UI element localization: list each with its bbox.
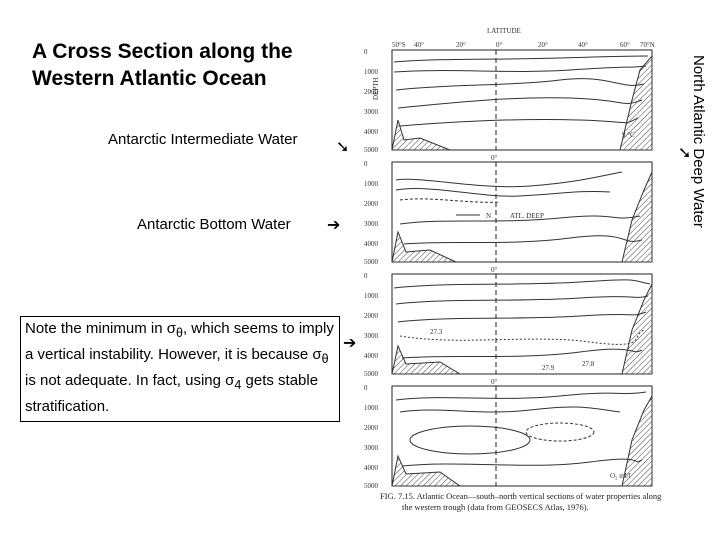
arrow-diagonal-icon: ➘	[336, 137, 350, 156]
svg-text:2000: 2000	[364, 424, 379, 432]
arrow-diagonal-icon: ➘	[678, 143, 692, 162]
note-box: Note the minimum in σθ, which seems to i…	[20, 316, 340, 422]
sigma-subscript-4: 4	[234, 378, 242, 392]
svg-text:4000: 4000	[364, 352, 379, 360]
sigma-subscript-theta: θ	[175, 326, 183, 340]
svg-text:0: 0	[364, 48, 368, 56]
arrow-right-icon: ➔	[327, 215, 341, 234]
sigma-symbol: σ	[312, 346, 322, 363]
sigma-symbol: σ	[166, 320, 176, 337]
figure-caption: FIG. 7.15. Atlantic Ocean—south–north ve…	[380, 491, 662, 501]
depth-axis-label: DEPTH	[372, 77, 380, 100]
svg-text:0: 0	[364, 272, 368, 280]
slide-title: A Cross Section along the Western Atlant…	[32, 40, 293, 90]
svg-text:0: 0	[364, 384, 368, 392]
lat-tick: 40°	[414, 41, 424, 49]
latitude-ticks: 50°S 40° 20° 0° 20° 40° 60° 70°N	[392, 41, 655, 49]
svg-text:4000: 4000	[364, 464, 379, 472]
svg-text:0°: 0°	[491, 154, 498, 162]
note-text-4: gets stable stratification.	[25, 372, 319, 415]
lat-tick: 0°	[496, 41, 503, 49]
panel-label: ATL. DEEP	[510, 212, 544, 220]
svg-text:1000: 1000	[364, 68, 379, 76]
panel-label: N	[486, 212, 491, 220]
latitude-axis-label: LATITUDE	[487, 27, 521, 35]
svg-text:1000: 1000	[364, 292, 379, 300]
cross-section-figure: LATITUDE 50°S 40° 20° 0° 20° 40° 60° 70°…	[364, 27, 662, 512]
svg-text:3000: 3000	[364, 444, 379, 452]
lat-tick: 60°	[620, 41, 630, 49]
lat-tick: 20°	[456, 41, 466, 49]
svg-text:0: 0	[364, 160, 368, 168]
lat-tick: 20°	[538, 41, 548, 49]
svg-text:3000: 3000	[364, 108, 379, 116]
panel-oxygen: 0 1000 2000 3000 4000 5000 0° O₂ ml/l	[364, 378, 653, 490]
panel-salinity: 0 1000 2000 3000 4000 5000 0° N ATL. DEE…	[364, 154, 653, 266]
panel-label: 27.3	[430, 328, 443, 336]
svg-text:0°: 0°	[491, 266, 498, 274]
note-text-2: , which seems to imply a vertical instab…	[25, 320, 334, 363]
label-antarctic-bottom-water: Antarctic Bottom Water	[137, 216, 291, 233]
svg-text:2000: 2000	[364, 200, 379, 208]
panel-temperature: DEPTH 0 1000 2000 3000 4000 5000 9 °C	[364, 48, 653, 154]
panel-label: 27.8	[582, 360, 595, 368]
svg-text:1000: 1000	[364, 404, 379, 412]
arrow-right-icon: ➔	[343, 333, 357, 352]
figure-caption: the western trough (data from GEOSECS At…	[402, 502, 589, 512]
svg-text:1000: 1000	[364, 180, 379, 188]
svg-text:5000: 5000	[364, 370, 379, 378]
svg-text:4000: 4000	[364, 128, 379, 136]
note-text-3: is not adequate. In fact, using	[25, 372, 226, 389]
lat-tick: 70°N	[640, 41, 655, 49]
svg-text:5000: 5000	[364, 258, 379, 266]
svg-text:5000: 5000	[364, 482, 379, 490]
svg-text:2000: 2000	[364, 88, 379, 96]
label-antarctic-intermediate-water: Antarctic Intermediate Water	[108, 131, 298, 148]
lat-tick: 40°	[578, 41, 588, 49]
svg-text:3000: 3000	[364, 332, 379, 340]
svg-text:2000: 2000	[364, 312, 379, 320]
panel-label: 27.9	[542, 364, 555, 372]
svg-text:4000: 4000	[364, 240, 379, 248]
svg-text:5000: 5000	[364, 146, 379, 154]
lat-tick: 50°S	[392, 41, 406, 49]
sigma-symbol: σ	[225, 372, 235, 389]
sigma-subscript-theta: θ	[321, 352, 329, 366]
panel-sigma-theta: 0 1000 2000 3000 4000 5000 0° 27.3 27.8 …	[364, 266, 653, 378]
note-text-1: Note the minimum in	[25, 320, 167, 337]
svg-text:3000: 3000	[364, 220, 379, 228]
svg-text:0°: 0°	[491, 378, 498, 386]
panel-label: 9 °C	[622, 131, 635, 139]
panel-label: O₂ ml/l	[610, 472, 631, 480]
